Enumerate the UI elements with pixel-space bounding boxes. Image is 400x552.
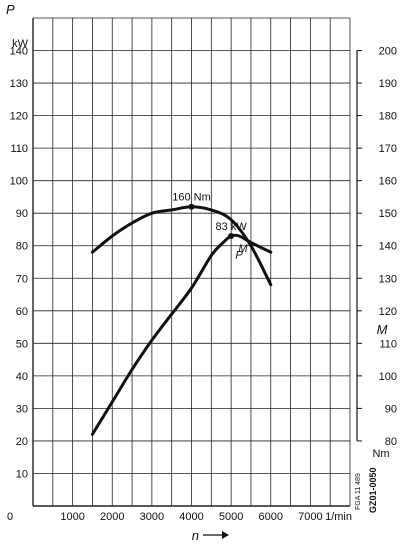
- x-tick-label: 2000: [100, 511, 124, 523]
- y-right-tick-label: 140: [379, 241, 397, 253]
- y-left-tick-label: 10: [16, 468, 28, 480]
- y-right-tick-label: 110: [379, 338, 397, 350]
- x-tick-label: 4000: [179, 511, 203, 523]
- y-left-tick-label: 120: [10, 111, 28, 123]
- peak-label-M: 160 Nm: [172, 192, 211, 204]
- x-tick-label: 1000: [60, 511, 84, 523]
- y-right-tick-label: 190: [379, 78, 397, 90]
- y-left-tick-label: 70: [16, 273, 28, 285]
- y-right-axis-symbol: M: [377, 322, 388, 337]
- x-tick-label: 7000: [298, 511, 322, 523]
- y-left-tick-label: 110: [10, 143, 28, 155]
- y-right-tick-label: 130: [379, 273, 397, 285]
- y-left-tick-label: 90: [16, 208, 28, 220]
- y-left-tick-label: 20: [16, 436, 28, 448]
- y-right-axis-unit: Nm: [372, 448, 389, 460]
- x-tick-label: 6000: [259, 511, 283, 523]
- x-axis-symbol: n: [192, 528, 199, 543]
- y-right-tick-label: 120: [379, 306, 397, 318]
- y-right-tick-label: 200: [379, 46, 397, 58]
- y-left-tick-label: 100: [10, 176, 28, 188]
- peak-point-P: [228, 232, 235, 239]
- peak-point-M: [188, 203, 195, 210]
- y-right-tick-label: 90: [385, 403, 397, 415]
- y-left-tick-label: 30: [16, 403, 28, 415]
- y-right-tick-label: 180: [379, 111, 397, 123]
- series-line-P: [90, 233, 273, 436]
- y-left-tick-label: 130: [10, 78, 28, 90]
- series-line-M: [90, 205, 273, 287]
- series-label-M: M: [238, 243, 248, 255]
- y-left-tick-label: 60: [16, 306, 28, 318]
- series-label-P: P: [235, 250, 243, 262]
- y-right-tick-label: 100: [379, 371, 397, 383]
- x-axis-arrow-head: [222, 531, 229, 539]
- y-left-tick-label: 40: [16, 371, 28, 383]
- y-left-tick-label: 80: [16, 241, 28, 253]
- y-left-tick-label: 140: [10, 46, 28, 58]
- side-code-gz: GZ01-0050: [368, 467, 378, 513]
- x-tick-label: 5000: [219, 511, 243, 523]
- y-left-axis-symbol: P: [6, 2, 15, 17]
- y-left-axis-unit: kW: [12, 38, 29, 50]
- y-left-tick-label: 50: [16, 338, 28, 350]
- x-axis-unit: 1/min: [325, 511, 352, 523]
- y-right-tick-label: 170: [379, 143, 397, 155]
- y-right-tick-label: 150: [379, 208, 397, 220]
- y-right-tick-label: 160: [379, 176, 397, 188]
- x-tick-label: 3000: [140, 511, 164, 523]
- x-tick-label: 0: [7, 511, 13, 523]
- side-code-fga: FGA 11 489: [355, 473, 362, 510]
- y-right-tick-label: 80: [385, 436, 397, 448]
